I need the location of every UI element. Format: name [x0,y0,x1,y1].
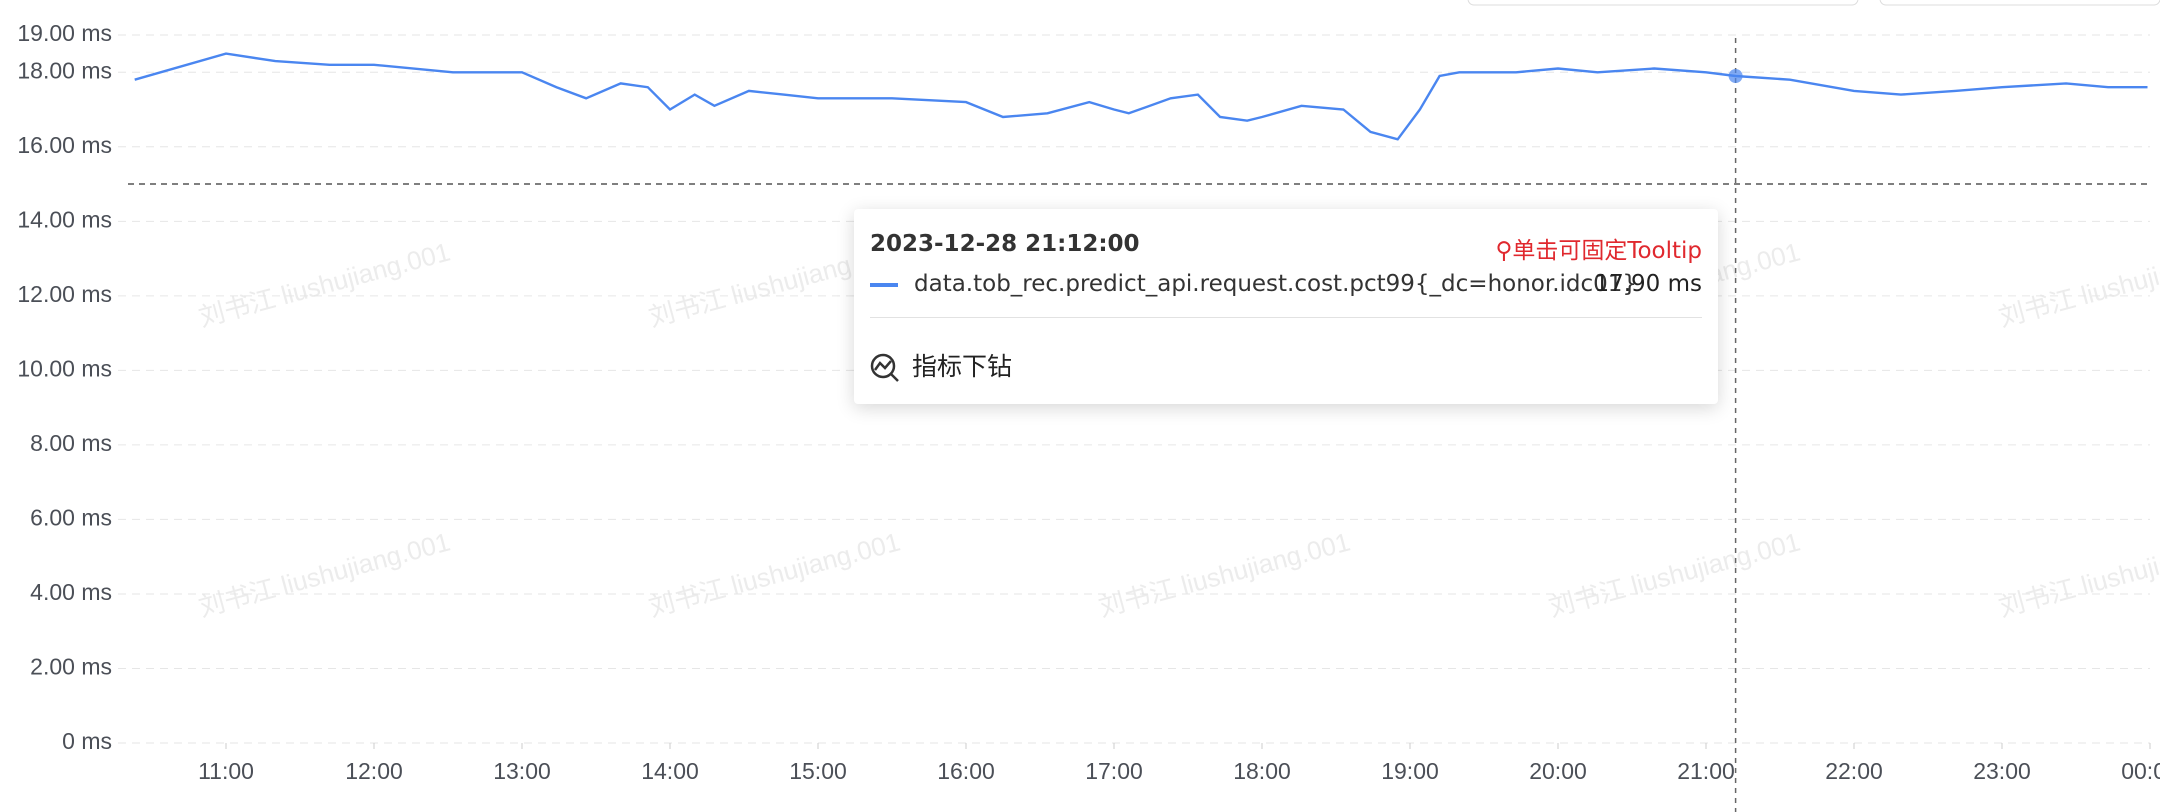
watermark: 刘书江 liushujiang.001 [1096,527,1354,623]
watermark: 刘书江 liushujiang.001 [196,237,454,333]
drilldown[interactable]: 指标下钻 [870,347,1702,383]
y-tick-label: 16.00 ms [17,132,112,158]
x-tick-label: 20:00 [1529,758,1587,784]
tooltip[interactable]: 2023-12-28 21:12:00 ⚲单击可固定Tooltip data.t… [854,209,1718,404]
x-tick-label: 00:00 [2121,758,2160,784]
drilldown-icon [870,353,899,382]
toolbar-button[interactable] [1467,0,1859,6]
x-tick-label: 16:00 [937,758,995,784]
divider [870,317,1702,318]
y-tick-label: 18.00 ms [17,57,112,83]
toolbar-button[interactable] [1879,0,2160,6]
pin-hint[interactable]: ⚲单击可固定Tooltip [870,231,1702,265]
y-tick-label: 4.00 ms [30,579,112,605]
x-tick-label: 14:00 [641,758,699,784]
watermark: 刘书江 liushujiang.001 [646,527,904,623]
y-tick-label: 19.00 ms [17,20,112,46]
hover-point [1728,68,1743,83]
tooltip-value: 17.90 ms [1594,271,1702,297]
y-tick-label: 8.00 ms [30,430,112,456]
x-tick-label: 23:00 [1973,758,2031,784]
x-tick-label: 13:00 [493,758,551,784]
tooltip-series: data.tob_rec.predict_api.request.cost.pc… [870,271,1702,297]
series-name: data.tob_rec.predict_api.request.cost.pc… [914,271,1638,297]
x-tick-label: 11:00 [198,758,254,784]
watermark: 刘书江 liushujiang.001 [1996,527,2160,623]
y-tick-label: 0 ms [62,728,112,754]
y-tick-label: 2.00 ms [30,654,112,680]
watermark: 刘书江 liushujiang.001 [1546,527,1804,623]
x-tick-label: 19:00 [1381,758,1439,784]
x-tick-label: 21:00 [1677,758,1735,784]
tooltip-title: 2023-12-28 21:12:00 [870,231,1140,257]
drilldown-text: 指标下钻 [912,352,1013,381]
watermark: 刘书江 liushujiang.001 [196,527,454,623]
x-tick-label: 22:00 [1825,758,1883,784]
y-tick-label: 10.00 ms [17,355,112,381]
y-tick-label: 12.00 ms [17,281,112,307]
watermark: 刘书江 liushujiang.001 [1996,237,2160,333]
x-tick-label: 12:00 [345,758,403,784]
x-tick-label: 15:00 [789,758,847,784]
legend-swatch [870,282,898,287]
y-tick-label: 14.00 ms [17,206,112,232]
pin-text: 单击可固定Tooltip [1512,238,1702,264]
series-line [134,52,2148,141]
x-tick-label: 18:00 [1233,758,1291,784]
x-tick-label: 17:00 [1085,758,1143,784]
pin-icon: ⚲ [1495,238,1513,264]
y-tick-label: 6.00 ms [30,504,112,530]
